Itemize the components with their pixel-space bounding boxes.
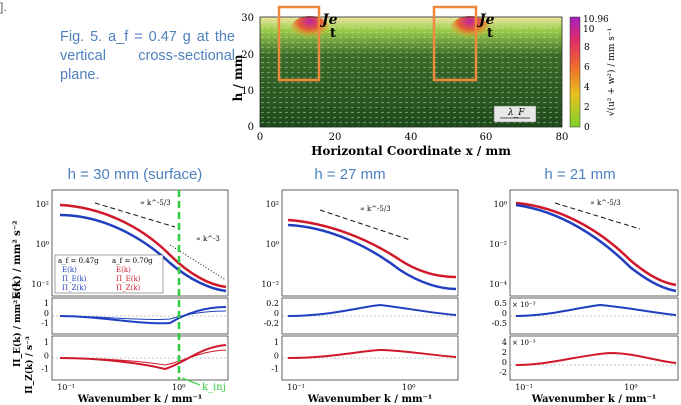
legend-item: Π_Z(k)	[116, 284, 140, 292]
enstrophy-axis-label: Π_Z(k) / s⁻³	[24, 336, 35, 394]
k-tick: 10⁻¹	[287, 383, 305, 392]
slope-label: ∝ k^-3	[196, 235, 220, 243]
cbar-tick: 2	[584, 103, 590, 113]
cbar-max-b: 10	[583, 25, 595, 35]
enstrophy-y-tick: 4	[502, 338, 507, 347]
y-tick: 30	[241, 13, 254, 24]
enstrophy-y-tick: 0	[44, 351, 49, 360]
legend-item: E(k)	[62, 266, 77, 274]
flux-axis-label: Π_E(k) / mm² s⁻³	[12, 283, 23, 367]
slope-label: ∝ k^-5/3	[140, 199, 171, 207]
jet-label-2: Je	[476, 12, 495, 28]
legend-item: Π_Z(k)	[62, 284, 86, 292]
cbar-tick: 0	[584, 123, 590, 133]
jet-label-2b: t	[487, 26, 493, 41]
jet-plume-2	[450, 16, 490, 44]
enstrophy-y-tick: 0	[274, 351, 279, 360]
mult-label: × 10⁻³	[512, 339, 536, 347]
energy-y-tick: 10⁰	[266, 240, 279, 249]
velocity-field-figure: Je t Je t λ_F 0 10 20 30 h / mm 0 20 40 …	[231, 5, 617, 158]
spectra-panel-3: ∝ k^-5/3 × 10⁻³ × 10⁻³	[509, 189, 679, 381]
legend-item: E(k)	[116, 266, 131, 274]
panel-title: h = 27 mm	[314, 166, 386, 183]
cbar-tick: 4	[584, 83, 590, 93]
legend-item: a_f = 0.70g	[112, 257, 153, 265]
y-tick: 20	[241, 50, 254, 61]
x-tick: 60	[480, 132, 493, 143]
x-tick: 40	[405, 132, 418, 143]
energy-y-tick: 10⁻²	[31, 280, 49, 289]
enstrophy-y-tick: -2	[499, 368, 507, 377]
x-tick: 80	[556, 132, 569, 143]
flux-y-tick: 0	[44, 309, 49, 318]
panel-title: h = 30 mm (surface)	[67, 166, 203, 183]
jet-label-1b: t	[330, 26, 336, 41]
k-tick: 10⁻¹	[515, 383, 533, 392]
k-tick: 10⁰	[172, 383, 185, 392]
flux-y-tick: 1	[44, 299, 49, 308]
y-tick: 10	[241, 86, 254, 97]
flux-y-tick: -0.5	[492, 319, 507, 328]
text-fragment: ].	[0, 0, 7, 14]
field-frame	[259, 16, 563, 128]
energy-axis-label: E(k) / mm² s⁻²	[12, 221, 23, 300]
spectra-panel-1: ∝ k^-5/3 ∝ k^-3 a_f = 0.47g a_f = 0.70g …	[51, 189, 229, 393]
panel-title: h = 21 mm	[544, 166, 616, 183]
flux-y-tick: -1	[41, 319, 49, 328]
y-axis-label: h / mm	[231, 54, 245, 101]
enstrophy-y-tick: -1	[271, 365, 279, 374]
cbar-label: √(u² + w²) / mm s⁻¹	[606, 28, 617, 116]
cbar-tick: 8	[584, 43, 590, 53]
cbar-max: 10.96	[583, 15, 609, 25]
x-axis-label: Horizontal Coordinate x / mm	[311, 144, 511, 158]
legend-item: Π_E(k)	[62, 275, 87, 283]
energy-y-tick: 10⁰	[494, 200, 507, 209]
jet-box-1	[277, 5, 321, 82]
enstrophy-y-tick: -1	[41, 365, 49, 374]
scale-label: λ_F	[507, 108, 525, 118]
enstrophy-y-tick: 1	[44, 338, 49, 347]
x-tick: 20	[329, 132, 342, 143]
legend-item: Π_E(k)	[116, 275, 141, 283]
figure-caption: Fig. 5. a_f = 0.47 g at the vertical cro…	[60, 29, 235, 83]
jet-box-2	[432, 5, 478, 82]
energy-y-tick: 10⁻²	[261, 280, 279, 289]
flux-y-tick: 0	[502, 309, 507, 318]
enstrophy-y-tick: 1	[274, 338, 279, 347]
colorbar	[569, 16, 581, 128]
enstrophy-y-tick: 0	[502, 358, 507, 367]
energy-y-tick: 10²	[266, 200, 279, 209]
wavenumber-axis-label: Wavenumber k / mm⁻¹	[77, 394, 203, 405]
energy-y-tick: 10²	[36, 200, 49, 209]
y-tick: 0	[248, 122, 254, 133]
wavenumber-axis-label: Wavenumber k / mm⁻¹	[307, 394, 433, 405]
jet-label-1: Je	[319, 12, 338, 28]
cbar-tick: 6	[584, 63, 590, 73]
energy-y-tick: 10⁰	[36, 240, 49, 249]
flux-y-tick: -0.2	[264, 319, 279, 328]
mult-label: × 10⁻³	[512, 301, 536, 309]
flux-y-tick: 0.5	[494, 299, 507, 308]
x-tick: 0	[257, 132, 263, 143]
enstrophy-y-tick: 2	[502, 348, 507, 357]
flux-y-tick: 0	[274, 309, 279, 318]
spectra-panel-2: ∝ k^-5/3	[281, 189, 459, 381]
flux-y-tick: 0.2	[266, 299, 279, 308]
k-tick: 10⁰	[624, 383, 637, 392]
slope-label: ∝ k^-5/3	[590, 199, 621, 207]
slope-label: ∝ k^-5/3	[360, 205, 391, 213]
energy-y-tick: 10⁻²	[489, 240, 507, 249]
wavenumber-axis-label: Wavenumber k / mm⁻¹	[531, 394, 657, 405]
legend-item: a_f = 0.47g	[58, 257, 99, 265]
spectra-figure: E(k) / mm² s⁻² Π_E(k) / mm² s⁻³ Π_Z(k) /…	[12, 189, 679, 405]
k-tick: 10⁻¹	[57, 383, 75, 392]
energy-y-tick: 10⁻⁴	[489, 280, 507, 289]
kinj-label: k_inj	[202, 382, 226, 393]
k-tick: 10⁰	[402, 383, 415, 392]
